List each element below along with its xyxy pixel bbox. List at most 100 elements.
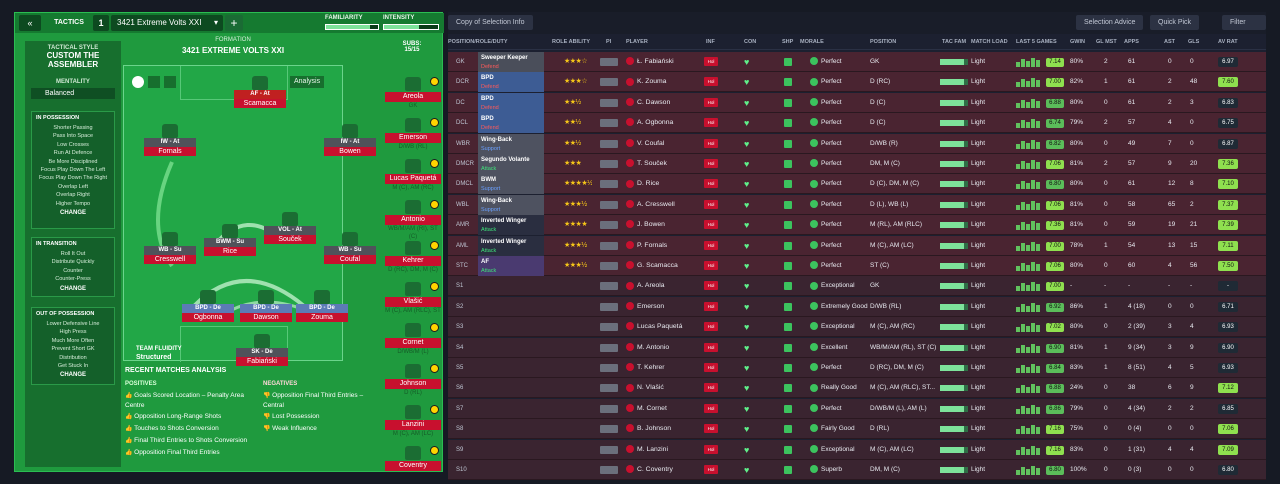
player-cell[interactable]: K. Zouma	[626, 72, 696, 92]
col-pi[interactable]: PI	[606, 39, 612, 45]
player-role[interactable]: BPD - De	[182, 304, 234, 313]
role-duty-cell[interactable]: Inverted Winger Attack	[478, 235, 544, 256]
table-row[interactable]: S4 M. Antonio Hol ♥ Excellent WB/M/AM (RL), S…	[448, 337, 1266, 358]
pitch-player[interactable]: WB - Su Cresswell	[144, 246, 196, 264]
player-name[interactable]: A. Ogbonna	[637, 119, 674, 127]
player-role[interactable]: BPD - De	[240, 304, 292, 313]
sub-player[interactable]: Kehrer D (RC), DM, M (C)	[385, 241, 441, 274]
table-row[interactable]: S5 T. Kehrer Hol ♥ Perfect D (RC), DM, M (C) L…	[448, 358, 1266, 378]
in-transition-box[interactable]: IN TRANSITION Roll It Out Distribute Quic…	[31, 237, 115, 297]
role-duty-cell[interactable]: BPD Defend	[478, 113, 544, 134]
role-duty-cell[interactable]: BWM Support	[478, 174, 544, 195]
player-name[interactable]: V. Coufal	[637, 139, 665, 147]
player-cell[interactable]: M. Cornet	[626, 399, 696, 419]
player-name[interactable]: C. Coventry	[637, 466, 673, 473]
player-cell[interactable]: M. Lanzini	[626, 440, 696, 460]
pitch-player[interactable]: IW - At Fornals	[144, 138, 196, 156]
analysis-button[interactable]: Analysis	[290, 76, 325, 88]
role-duty-cell[interactable]: Inverted Winger Attack	[478, 215, 544, 236]
pitch-player[interactable]: VOL - At Souček	[264, 226, 316, 244]
player-name[interactable]: A. Cresswell	[637, 200, 675, 208]
pi-icon[interactable]	[600, 78, 618, 87]
player-name[interactable]: P. Fornals	[637, 241, 668, 249]
change-in-possession-button[interactable]: CHANGE	[59, 210, 86, 217]
player-cell[interactable]: P. Fornals	[626, 236, 696, 256]
table-row[interactable]: DCR BPD Defend ★★★☆ K. Zouma Hol ♥ Perfect D (RC…	[448, 72, 1266, 93]
table-row[interactable]: DMCR Segundo Volante Attack ★★★ T. Souček Hol…	[448, 154, 1266, 174]
player-name[interactable]: Rice	[204, 247, 256, 256]
player-role[interactable]: AF - At	[234, 90, 286, 99]
table-row[interactable]: S9 M. Lanzini Hol ♥ Exceptional M (C), AM (LC…	[448, 439, 1266, 460]
player-name[interactable]: Ogbonna	[182, 313, 234, 322]
player-name[interactable]: C. Dawson	[637, 98, 671, 106]
pi-icon[interactable]	[600, 262, 618, 270]
player-name[interactable]: M. Lanzini	[637, 445, 668, 453]
collapse-button[interactable]: «	[19, 15, 41, 31]
col-tac-fam[interactable]: TAC FAM	[942, 39, 967, 45]
player-role[interactable]: BPD - De	[296, 304, 348, 313]
player-cell[interactable]: V. Coufal	[626, 134, 696, 154]
pi-icon[interactable]	[600, 139, 618, 148]
player-name[interactable]: K. Zouma	[637, 78, 667, 86]
table-row[interactable]: S1 A. Areola Hol ♥ Exceptional GK Light 7.00- - -…	[448, 276, 1266, 297]
col-morale[interactable]: MORALE	[800, 39, 824, 45]
player-name[interactable]: Fabiański	[236, 357, 288, 366]
table-row[interactable]: WBR Wing-Back Support ★★½ V. Coufal Hol ♥ Perfe…	[448, 133, 1266, 154]
in-possession-box[interactable]: IN POSSESSION Shorter Passing Pass Into S…	[31, 111, 115, 229]
role-duty-cell[interactable]: BPD Defend	[478, 72, 544, 93]
player-cell[interactable]: T. Kehrer	[626, 358, 696, 378]
player-cell[interactable]: Lucas Paquetá	[626, 317, 696, 337]
sub-player[interactable]: Antonio WB/M/AM (RI), ST (C)	[385, 200, 441, 241]
player-name[interactable]: M. Cornet	[637, 404, 667, 412]
change-out-of-possession-button[interactable]: CHANGE	[59, 372, 86, 379]
sub-player[interactable]: Vlašić M (C), AM (RLC), ST	[385, 282, 441, 315]
table-row[interactable]: S8 B. Johnson Hol ♥ Fairly Good D (RL) Light 7.…	[448, 419, 1266, 440]
sub-name[interactable]: Coventry	[385, 461, 441, 471]
pitch-player[interactable]: BPD - De Ogbonna	[182, 304, 234, 322]
player-name[interactable]: Scamacca	[234, 99, 286, 108]
familiarity-meter[interactable]	[325, 24, 379, 30]
player-cell[interactable]: G. Scamacca	[626, 256, 696, 276]
sub-player[interactable]: Johnson D (RL)	[385, 364, 441, 397]
pi-icon[interactable]	[600, 282, 618, 291]
col-inf[interactable]: INF	[706, 39, 715, 45]
player-name[interactable]: A. Areola	[637, 282, 665, 290]
sub-name[interactable]: Emerson	[385, 133, 441, 143]
pi-icon[interactable]	[600, 58, 618, 66]
player-name[interactable]: M. Antonio	[637, 343, 670, 351]
pi-icon[interactable]	[600, 98, 618, 107]
pitch-player[interactable]: BPD - De Zouma	[296, 304, 348, 322]
player-cell[interactable]: B. Johnson	[626, 419, 696, 439]
pi-icon[interactable]	[600, 425, 618, 434]
selection-advice-button[interactable]: Selection Advice	[1076, 15, 1144, 30]
table-row[interactable]: S3 Lucas Paquetá Hol ♥ Exceptional M (C), AM …	[448, 317, 1266, 338]
col-player[interactable]: PLAYER	[626, 39, 648, 45]
player-name[interactable]: G. Scamacca	[637, 262, 678, 269]
player-name[interactable]: Bowen	[324, 147, 376, 156]
pi-icon[interactable]	[600, 241, 618, 250]
player-role[interactable]: WB - Su	[324, 246, 376, 255]
col-gwin[interactable]: GWIN	[1070, 39, 1085, 45]
pi-icon[interactable]	[600, 221, 618, 230]
role-duty-cell[interactable]: Wing-Back Support	[478, 194, 544, 215]
sub-player[interactable]: Emerson D/WB (RL)	[385, 118, 441, 151]
pi-icon[interactable]	[600, 364, 618, 372]
pitch-player[interactable]: SK - De Fabiański	[236, 348, 288, 366]
table-row[interactable]: DCL BPD Defend ★★½ A. Ogbonna Hol ♥ Perfect D (C…	[448, 113, 1266, 134]
player-name[interactable]: Souček	[264, 235, 316, 244]
col-apps[interactable]: APPS	[1124, 39, 1139, 45]
player-name[interactable]: T. Souček	[637, 160, 667, 167]
tactic-select[interactable]: 3421 Extreme Volts XXI ▾	[111, 15, 223, 31]
table-row[interactable]: STC AF Attack ★★★½ G. Scamacca Hol ♥ Perfect ST …	[448, 256, 1266, 276]
player-name[interactable]: Zouma	[296, 313, 348, 322]
sub-name[interactable]: Kehrer	[385, 256, 441, 266]
player-cell[interactable]: C. Coventry	[626, 460, 696, 480]
player-name[interactable]: Lucas Paquetá	[637, 323, 683, 331]
formation-name[interactable]: 3421 EXTREME VOLTS XXI	[181, 46, 285, 55]
sub-player[interactable]: Coventry	[385, 446, 441, 471]
sub-player[interactable]: Lanzini M (C), AM (LC)	[385, 405, 441, 438]
col-con[interactable]: CON	[744, 39, 757, 45]
pi-icon[interactable]	[600, 445, 618, 454]
player-name[interactable]: B. Johnson	[637, 425, 672, 433]
col-glmst[interactable]: GL MST	[1096, 39, 1117, 45]
